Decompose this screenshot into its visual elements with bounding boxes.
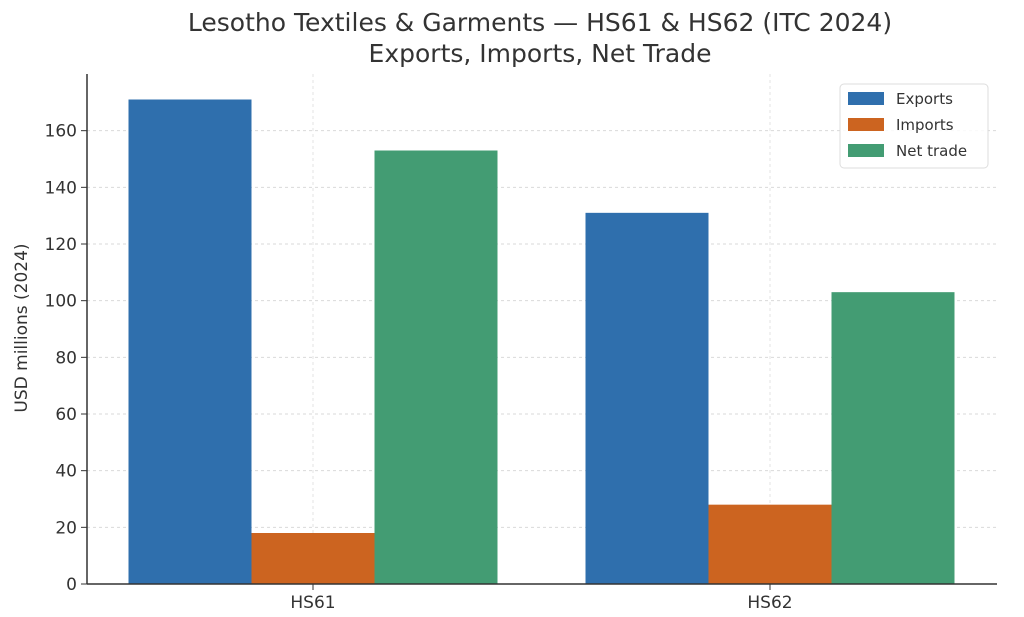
chart-subtitle: Exports, Imports, Net Trade <box>369 39 712 68</box>
bars <box>128 99 955 585</box>
y-tick-label: 60 <box>55 405 77 425</box>
y-axis-label: USD millions (2024) <box>12 243 32 412</box>
legend-label: Net trade <box>896 142 967 160</box>
y-tick-label: 20 <box>55 518 77 538</box>
x-tick-label: HS62 <box>747 593 792 613</box>
y-tick-label: 140 <box>45 178 77 198</box>
bar-net-trade-hs61 <box>374 150 498 584</box>
legend-swatch-imports <box>848 118 884 131</box>
axes: 0 20 40 60 80 100 120 140 160 HS61 HS62 <box>45 74 997 613</box>
legend: Exports Imports Net trade <box>839 83 989 169</box>
bar-net-trade-hs62 <box>831 292 955 584</box>
y-tick-label: 160 <box>45 122 77 142</box>
legend-label: Exports <box>896 90 953 108</box>
legend-swatch-exports <box>848 92 884 105</box>
bar-exports-hs62 <box>585 212 709 585</box>
x-tick-label: HS61 <box>290 593 335 613</box>
legend-label: Imports <box>896 116 954 134</box>
y-tick-label: 120 <box>45 235 77 255</box>
y-tick-label: 100 <box>45 292 77 312</box>
bar-imports-hs62 <box>708 504 832 584</box>
y-tick-label: 40 <box>55 462 77 482</box>
chart-title: Lesotho Textiles & Garments — HS61 & HS6… <box>188 8 892 37</box>
legend-swatch-net-trade <box>848 144 884 157</box>
bar-imports-hs61 <box>251 533 375 584</box>
y-tick-label: 80 <box>55 348 77 368</box>
y-tick-label: 0 <box>66 575 77 595</box>
bar-exports-hs61 <box>128 99 252 584</box>
